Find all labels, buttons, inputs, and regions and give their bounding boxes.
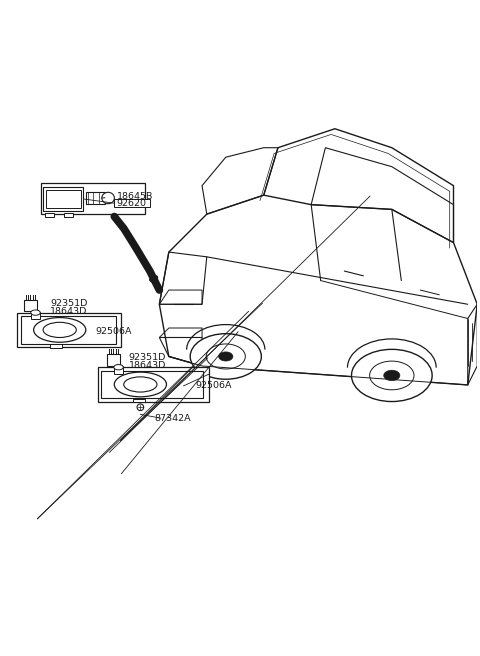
Bar [21, 316, 116, 344]
Bar [24, 300, 37, 312]
Text: 18645B: 18645B [117, 192, 153, 201]
Text: 18643D: 18643D [129, 361, 166, 371]
Bar [46, 213, 54, 217]
Bar [107, 354, 120, 366]
Bar [17, 313, 121, 347]
Bar [50, 344, 62, 348]
Bar [31, 312, 40, 319]
Bar [133, 399, 145, 403]
Text: 92351D: 92351D [129, 354, 166, 362]
Bar [43, 187, 84, 211]
Ellipse shape [114, 365, 123, 370]
Bar [47, 190, 81, 208]
Text: 87342A: 87342A [155, 414, 191, 422]
Ellipse shape [31, 310, 40, 316]
Text: 18643D: 18643D [50, 307, 87, 316]
Bar [41, 183, 145, 214]
Bar [114, 367, 123, 374]
Circle shape [137, 404, 144, 411]
Bar [86, 192, 105, 204]
Ellipse shape [102, 192, 114, 204]
Text: 92351D: 92351D [50, 299, 87, 308]
Ellipse shape [384, 370, 400, 380]
Bar [64, 213, 73, 217]
Bar [97, 367, 209, 401]
Text: 92620: 92620 [117, 199, 147, 208]
Bar [114, 199, 150, 207]
Text: 92506A: 92506A [195, 381, 231, 390]
Ellipse shape [351, 350, 432, 401]
Bar [101, 371, 203, 398]
Ellipse shape [190, 334, 261, 379]
Ellipse shape [219, 352, 233, 361]
Text: 92506A: 92506A [96, 327, 132, 337]
